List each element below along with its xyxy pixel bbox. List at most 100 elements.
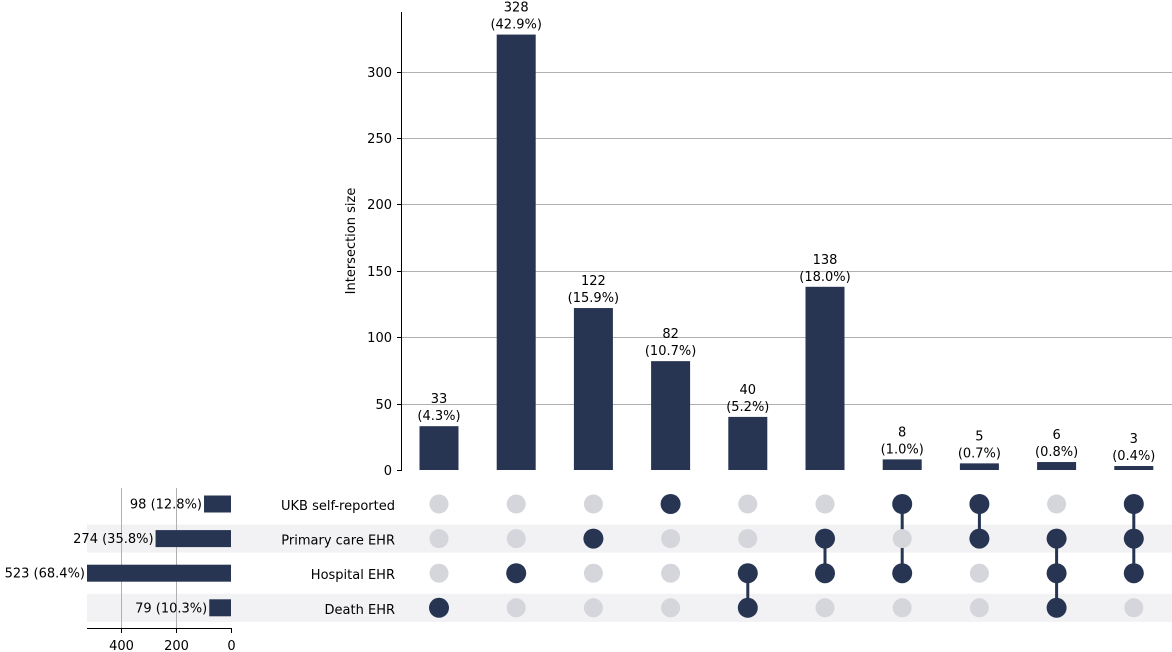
y-axis-ticks: 0 50 100 150 200 250 300 (367, 66, 402, 479)
intersection-bar-count-label: 33 (431, 392, 448, 407)
matrix-dot-inactive (661, 563, 681, 583)
intersection-bar (651, 361, 691, 470)
matrix-row-stripes (87, 524, 1172, 622)
matrix-dot-active (1046, 528, 1067, 549)
matrix-dot-active (1123, 528, 1144, 549)
matrix-dot-inactive (738, 529, 758, 549)
matrix-dot-inactive (969, 563, 989, 583)
intersection-bar-percent-label: (0.7%) (958, 446, 1001, 461)
matrix-dot-active (815, 528, 835, 549)
matrix-dot-active (506, 563, 527, 584)
matrix-dot-active (737, 563, 758, 584)
matrix-dot-active (1123, 563, 1144, 584)
set-size-bar (87, 564, 231, 582)
intersection-bar-percent-label: (4.3%) (417, 409, 460, 424)
intersection-bar-percent-label: (0.8%) (1035, 445, 1078, 460)
matrix-dot-inactive (429, 494, 449, 514)
intersection-y-axis: Intersection size (344, 12, 402, 470)
matrix-dot-active (1046, 597, 1067, 618)
matrix-dot-inactive (815, 598, 835, 618)
intersection-bar (805, 286, 845, 470)
set-size-label: 79 (10.3%) (135, 601, 207, 616)
matrix-dot-inactive (429, 563, 449, 583)
matrix-dot-inactive (583, 563, 603, 583)
y-tick-label: 50 (375, 398, 392, 413)
matrix-dot-active (1046, 563, 1067, 584)
set-name: Primary care EHR (281, 534, 395, 549)
set-size-grid (121, 488, 177, 628)
matrix-dot-active (583, 528, 604, 549)
y-tick-label: 300 (367, 66, 392, 81)
set-size-bar (155, 530, 231, 548)
intersection-bar-count-label: 82 (662, 327, 679, 342)
matrix-dot-inactive (892, 598, 912, 618)
intersection-bar-count-label: 138 (813, 253, 838, 268)
matrix-dot-active (969, 494, 990, 514)
y-tick-label: 0 (384, 464, 392, 479)
matrix-dot-inactive (661, 598, 681, 618)
matrix-dot-active (737, 597, 758, 618)
set-size-bars (87, 495, 231, 617)
matrix-dot-inactive (583, 598, 603, 618)
matrix-dot-inactive (892, 529, 912, 549)
matrix-dot-active (892, 494, 913, 514)
matrix-dot-inactive (661, 529, 681, 549)
intersection-bar-percent-label: (10.7%) (645, 344, 696, 359)
set-name: Hospital EHR (311, 568, 395, 583)
intersection-bar-percent-label: (18.0%) (799, 270, 850, 285)
set-size-bar (204, 495, 231, 513)
intersection-bar-percent-label: (1.0%) (881, 442, 924, 457)
set-size-bar (209, 599, 231, 617)
intersection-bar-labels: 33 (4.3%) 328 (42.9%) 122 (15.9%) 82 (10.7%) 40 (… (417, 1, 1155, 464)
intersection-bar (1114, 466, 1154, 470)
set-size-label: 274 (35.8%) (73, 532, 153, 547)
set-size-label: 523 (68.4%) (5, 567, 85, 582)
intersection-bar (1037, 462, 1077, 470)
matrix-dot-inactive (1047, 494, 1067, 514)
intersection-bar (882, 459, 922, 470)
matrix-dot-inactive (583, 494, 603, 514)
intersection-bar-count-label: 3 (1130, 432, 1138, 447)
intersection-bar-percent-label: (42.9%) (490, 18, 541, 33)
matrix-dot-inactive (506, 529, 526, 549)
set-size-label: 98 (12.8%) (130, 498, 202, 513)
matrix-dot-inactive (738, 494, 758, 514)
y-tick-label: 150 (367, 265, 392, 280)
set-size-ticks: 400 200 0 (109, 628, 236, 652)
matrix-dot-active (815, 563, 835, 584)
intersection-bar (573, 308, 613, 470)
y-tick-label: 100 (367, 331, 392, 346)
intersection-bar (496, 34, 536, 470)
intersection-bar-count-label: 122 (581, 274, 606, 289)
intersection-bar (728, 416, 768, 470)
intersection-bar-percent-label: (15.9%) (568, 291, 619, 306)
matrix-dot-active (969, 528, 990, 549)
intersection-bar (959, 463, 999, 470)
matrix-dot-inactive (429, 529, 449, 549)
intersection-matrix (429, 494, 1144, 618)
matrix-dot-active (429, 597, 449, 618)
matrix-dot-inactive (506, 598, 526, 618)
set-size-tick-label: 0 (227, 639, 235, 652)
intersection-bar (419, 426, 459, 470)
matrix-dot-inactive (506, 494, 526, 514)
matrix-dot-active (892, 563, 913, 584)
intersection-bar-count-label: 40 (740, 383, 757, 398)
y-tick-label: 250 (367, 132, 392, 147)
set-name: Death EHR (325, 603, 395, 618)
intersection-bar-percent-label: (5.2%) (726, 400, 769, 415)
set-size-labels: 98 (12.8%) 274 (35.8%) 523 (68.4%) 79 (10.3… (5, 498, 208, 617)
intersection-bars (419, 34, 1154, 470)
y-axis-label: Intersection size (344, 188, 359, 295)
set-size-tick-label: 200 (164, 639, 189, 652)
set-names: UKB self-reported Primary care EHR Hospita… (281, 499, 395, 618)
intersection-bar-percent-label: (0.4%) (1112, 449, 1155, 464)
matrix-dot-active (1123, 494, 1144, 514)
intersection-bar-count-label: 8 (898, 425, 906, 440)
y-tick-label: 200 (367, 198, 392, 213)
intersection-bar-count-label: 328 (504, 1, 529, 16)
matrix-dot-inactive (969, 598, 989, 618)
matrix-dot-active (660, 494, 681, 514)
matrix-row-stripe (87, 524, 1172, 553)
